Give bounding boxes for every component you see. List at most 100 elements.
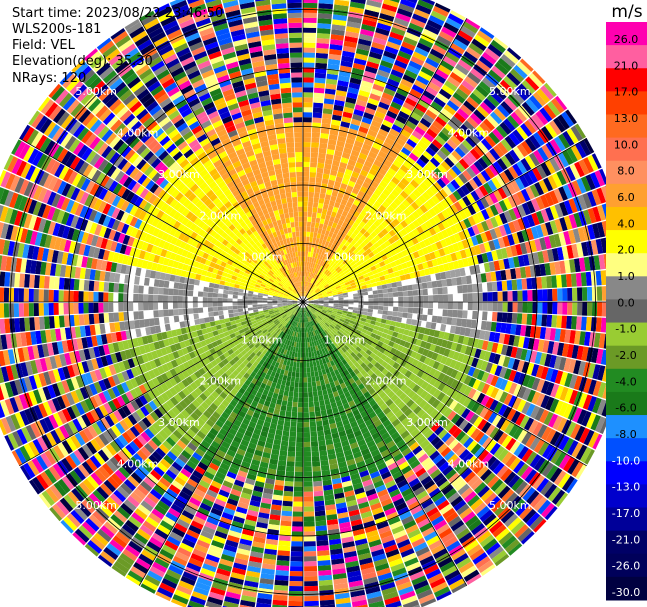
- velocity-gate: [286, 375, 292, 382]
- velocity-gate: [335, 223, 342, 231]
- velocity-gate: [333, 303, 339, 306]
- velocity-gate: [365, 4, 381, 13]
- velocity-gate: [342, 276, 348, 282]
- velocity-gate: [466, 116, 479, 129]
- velocity-gate: [397, 133, 409, 143]
- velocity-gate: [400, 128, 412, 139]
- velocity-gate: [403, 267, 410, 275]
- velocity-gate: [363, 224, 370, 231]
- velocity-gate: [315, 237, 320, 244]
- velocity-gate: [432, 308, 438, 316]
- velocity-gate: [308, 406, 315, 413]
- velocity-gate: [310, 152, 319, 158]
- velocity-gate: [288, 595, 303, 602]
- velocity-gate: [291, 536, 303, 542]
- velocity-gate: [291, 411, 298, 418]
- velocity-gate: [303, 436, 311, 443]
- velocity-gate: [413, 302, 419, 308]
- velocity-gate: [281, 510, 293, 517]
- velocity-gate: [320, 279, 325, 284]
- velocity-gates: [0, 0, 606, 607]
- velocity-gate: [311, 381, 317, 387]
- velocity-gate: [537, 289, 543, 302]
- velocity-gate: [366, 241, 374, 248]
- velocity-gate: [353, 242, 360, 249]
- velocity-gate: [391, 316, 398, 322]
- velocity-gate: [422, 28, 438, 40]
- velocity-gate: [303, 97, 313, 103]
- velocity-gate: [289, 431, 297, 437]
- velocity-gate: [304, 261, 308, 267]
- velocity-gate: [317, 253, 321, 260]
- velocity-gate: [367, 287, 373, 292]
- velocity-gate: [552, 302, 558, 315]
- velocity-gate: [362, 143, 372, 152]
- velocity-gate: [338, 297, 344, 300]
- velocity-gate: [392, 311, 398, 317]
- velocity-gate: [292, 506, 303, 512]
- velocity-gate: [303, 171, 310, 177]
- velocity-gate: [391, 176, 401, 185]
- velocity-gate: [594, 170, 606, 187]
- velocity-gate: [314, 253, 319, 259]
- velocity-gate: [372, 313, 378, 318]
- velocity-gate: [368, 184, 377, 193]
- velocity-gate: [585, 316, 592, 332]
- velocity-gate: [307, 266, 311, 272]
- velocity-gate: [374, 277, 381, 283]
- velocity-gate: [338, 0, 350, 2]
- velocity-gate: [427, 53, 442, 64]
- velocity-gate: [310, 290, 315, 295]
- velocity-gate: [309, 272, 313, 278]
- velocity-gate: [341, 152, 351, 160]
- velocity-gate: [561, 315, 568, 329]
- velocity-gate: [304, 276, 306, 282]
- velocity-gate: [312, 285, 317, 290]
- velocity-gate: [546, 314, 553, 328]
- velocity-gate: [571, 316, 577, 330]
- velocity-gate: [280, 515, 292, 522]
- velocity-gate: [362, 164, 371, 173]
- velocity-gate: [387, 36, 403, 46]
- velocity-gate: [305, 246, 309, 252]
- velocity-gate: [323, 219, 330, 226]
- velocity-gate: [383, 87, 396, 97]
- velocity-gate: [410, 278, 417, 285]
- velocity-gate: [365, 134, 376, 142]
- velocity-gate: [304, 575, 318, 582]
- velocity-gate: [417, 0, 434, 10]
- velocity-gate: [384, 216, 393, 225]
- velocity-gate: [392, 141, 404, 151]
- velocity-gate: [336, 289, 343, 293]
- velocity-gate: [326, 73, 338, 80]
- velocity-gate: [347, 196, 355, 204]
- velocity-gate: [383, 50, 397, 60]
- velocity-gate: [289, 585, 303, 592]
- velocity-gate: [467, 215, 477, 227]
- velocity-gate: [397, 168, 407, 178]
- velocity-gate: [443, 22, 459, 34]
- velocity-gate: [547, 302, 553, 315]
- velocity-gate: [570, 125, 583, 142]
- velocity-gate: [461, 239, 470, 249]
- velocity-gate: [370, 265, 377, 272]
- velocity-gate: [337, 277, 343, 282]
- velocity-gate: [566, 128, 579, 144]
- velocity-gate: [378, 128, 389, 137]
- velocity-gate: [449, 71, 464, 84]
- velocity-gate: [502, 302, 508, 312]
- velocity-gate: [316, 385, 322, 392]
- velocity-gate: [591, 189, 602, 206]
- velocity-gate: [362, 308, 369, 312]
- velocity-gate: [303, 446, 311, 453]
- velocity-gate: [416, 158, 427, 168]
- velocity-gate: [282, 395, 289, 402]
- velocity-gate: [472, 310, 478, 320]
- velocity-gate: [322, 281, 327, 286]
- velocity-gate: [303, 166, 310, 172]
- velocity-gate: [315, 415, 322, 422]
- velocity-gate: [349, 226, 356, 233]
- velocity-gate: [392, 96, 405, 106]
- velocity-gate: [417, 289, 424, 296]
- velocity-gate: [324, 276, 330, 282]
